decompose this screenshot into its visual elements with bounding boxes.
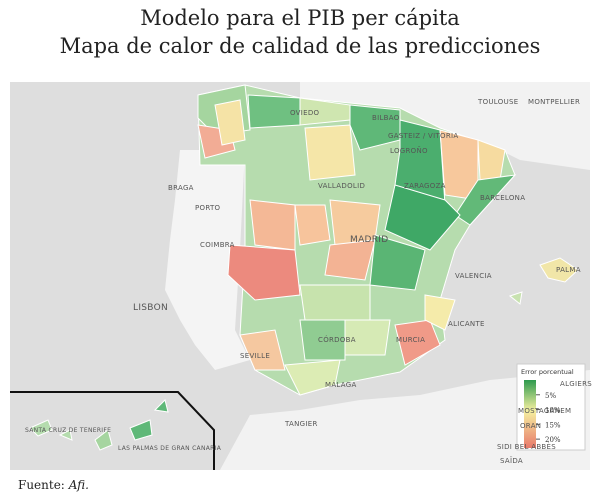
- city-label: TOULOUSE: [477, 98, 518, 106]
- city-label: MADRID: [350, 235, 389, 245]
- island: [94, 429, 113, 451]
- province: [454, 174, 517, 226]
- legend-tick-label: 5%: [545, 392, 556, 400]
- city-label: BILBAO: [372, 114, 400, 122]
- source-prefix: Fuente:: [18, 478, 65, 492]
- city-label: ALICANTE: [448, 320, 485, 328]
- city-label: MÁLAGA: [325, 380, 357, 389]
- africa: [220, 370, 590, 470]
- city-label: VALENCIA: [455, 272, 492, 280]
- source: Fuente: Afi.: [18, 478, 89, 492]
- city-label: SAÏDA: [500, 456, 523, 465]
- province: [394, 319, 441, 366]
- province: [369, 234, 426, 291]
- island: [29, 419, 53, 437]
- city-label: SEVILLE: [240, 352, 270, 360]
- city-label: MURCIA: [396, 336, 425, 344]
- city-label: LOGROÑO: [390, 146, 428, 155]
- city-label: BRAGA: [168, 184, 194, 192]
- city-label: CÓRDOBA: [318, 335, 356, 344]
- province: [324, 239, 376, 281]
- island: [58, 429, 73, 441]
- province: [424, 294, 456, 331]
- city-label: MOSTAGANEM: [518, 407, 571, 415]
- province: [304, 124, 356, 181]
- province: [349, 104, 401, 151]
- city-label: VALLADOLID: [318, 182, 365, 190]
- province: [249, 199, 296, 251]
- city-label: ORAN: [520, 422, 541, 430]
- city-label: ZARAGOZA: [404, 182, 446, 190]
- island: [129, 419, 153, 441]
- province: [384, 184, 461, 251]
- title-line: Mapa de calor de calidad de las predicci…: [59, 34, 541, 58]
- portugal: [165, 150, 250, 370]
- ibiza: [508, 291, 523, 305]
- island: [153, 399, 169, 413]
- province: [214, 99, 246, 146]
- city-label: COIMBRA: [200, 241, 235, 249]
- city-label: LAS PALMAS DE GRAN CANARIA: [118, 445, 222, 452]
- city-label: ALGIERS: [560, 380, 592, 388]
- inset-border: [10, 391, 215, 470]
- city-label: TANGIER: [284, 420, 318, 428]
- city-label: SANTA CRUZ DE TENERIFE: [25, 427, 111, 434]
- province: [227, 244, 301, 301]
- city-label: BARCELONA: [480, 194, 525, 202]
- province: [299, 319, 346, 361]
- city-label: LISBON: [133, 303, 168, 313]
- spain: [197, 84, 517, 396]
- city-label: SIDI BEL ABBÈS: [497, 442, 556, 451]
- city-label: GASTEIZ / VITORIA: [388, 132, 458, 140]
- canary-islands: [29, 399, 169, 451]
- city-label: PORTO: [195, 204, 221, 212]
- city-label: MONTPELLIER: [528, 98, 580, 106]
- legend-gradient: [524, 380, 536, 448]
- legend-tick-label: 20%: [545, 436, 561, 444]
- province: [294, 204, 331, 246]
- city-label: OVIEDO: [290, 109, 320, 117]
- legend-tick-label: 15%: [545, 421, 561, 429]
- province: [284, 359, 341, 396]
- france: [300, 82, 590, 170]
- title-line: Modelo para el PIB per cápita: [140, 6, 460, 30]
- province: [344, 319, 391, 356]
- province: [299, 284, 371, 321]
- source-name: Afi.: [68, 478, 89, 492]
- province: [239, 329, 286, 371]
- legend-tick-label: 10%: [545, 407, 561, 415]
- mallorca: [539, 257, 579, 283]
- city-label: PALMA: [556, 266, 581, 274]
- legend-title: Error porcentual: [521, 368, 574, 376]
